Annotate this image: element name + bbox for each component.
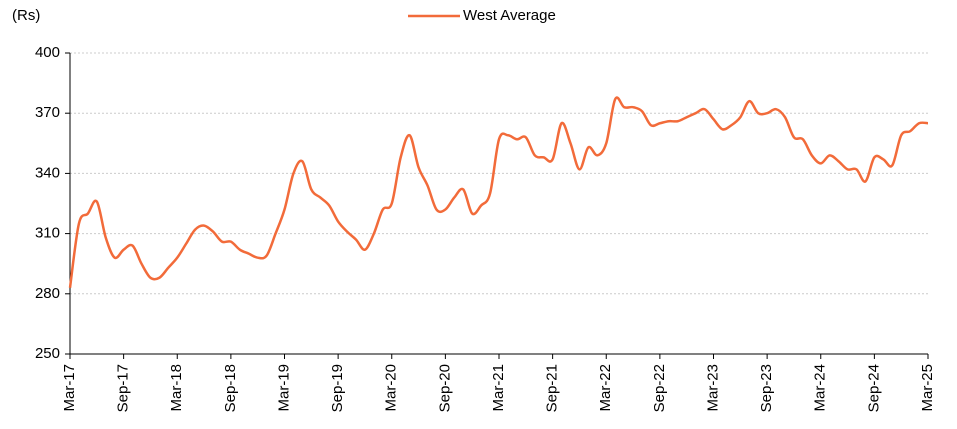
y-tick-label: 370	[35, 104, 60, 121]
x-tick-label: Sep-18	[222, 364, 239, 412]
x-tick-label: Mar-19	[275, 364, 292, 412]
x-tick-label: Sep-19	[329, 364, 346, 412]
x-tick-label: Mar-22	[597, 364, 614, 412]
x-tick-label: Sep-21	[544, 364, 561, 412]
x-tick-label: Mar-17	[61, 364, 78, 412]
x-tick-label: Mar-18	[168, 364, 185, 412]
x-tick-label: Sep-23	[758, 364, 775, 412]
x-tick-label: Sep-24	[865, 364, 882, 412]
y-tick-label: 280	[35, 285, 60, 302]
x-tick-label: Mar-21	[490, 364, 507, 412]
y-axis-label: (Rs)	[12, 7, 40, 24]
x-tick-label: Sep-22	[651, 364, 668, 412]
y-tick-label: 310	[35, 225, 60, 242]
legend-label: West Average	[463, 7, 556, 24]
x-tick-label: Sep-20	[436, 364, 453, 412]
y-tick-label: 340	[35, 164, 60, 181]
x-tick-label: Mar-20	[383, 364, 400, 412]
series-line	[68, 96, 929, 288]
x-tick-label: Mar-25	[919, 364, 936, 412]
x-tick-label: Mar-24	[812, 364, 829, 412]
y-tick-label: 250	[35, 345, 60, 362]
x-tick-label: Mar-23	[704, 364, 721, 412]
x-tick-label: Sep-17	[115, 364, 132, 412]
y-tick-label: 400	[35, 44, 60, 61]
